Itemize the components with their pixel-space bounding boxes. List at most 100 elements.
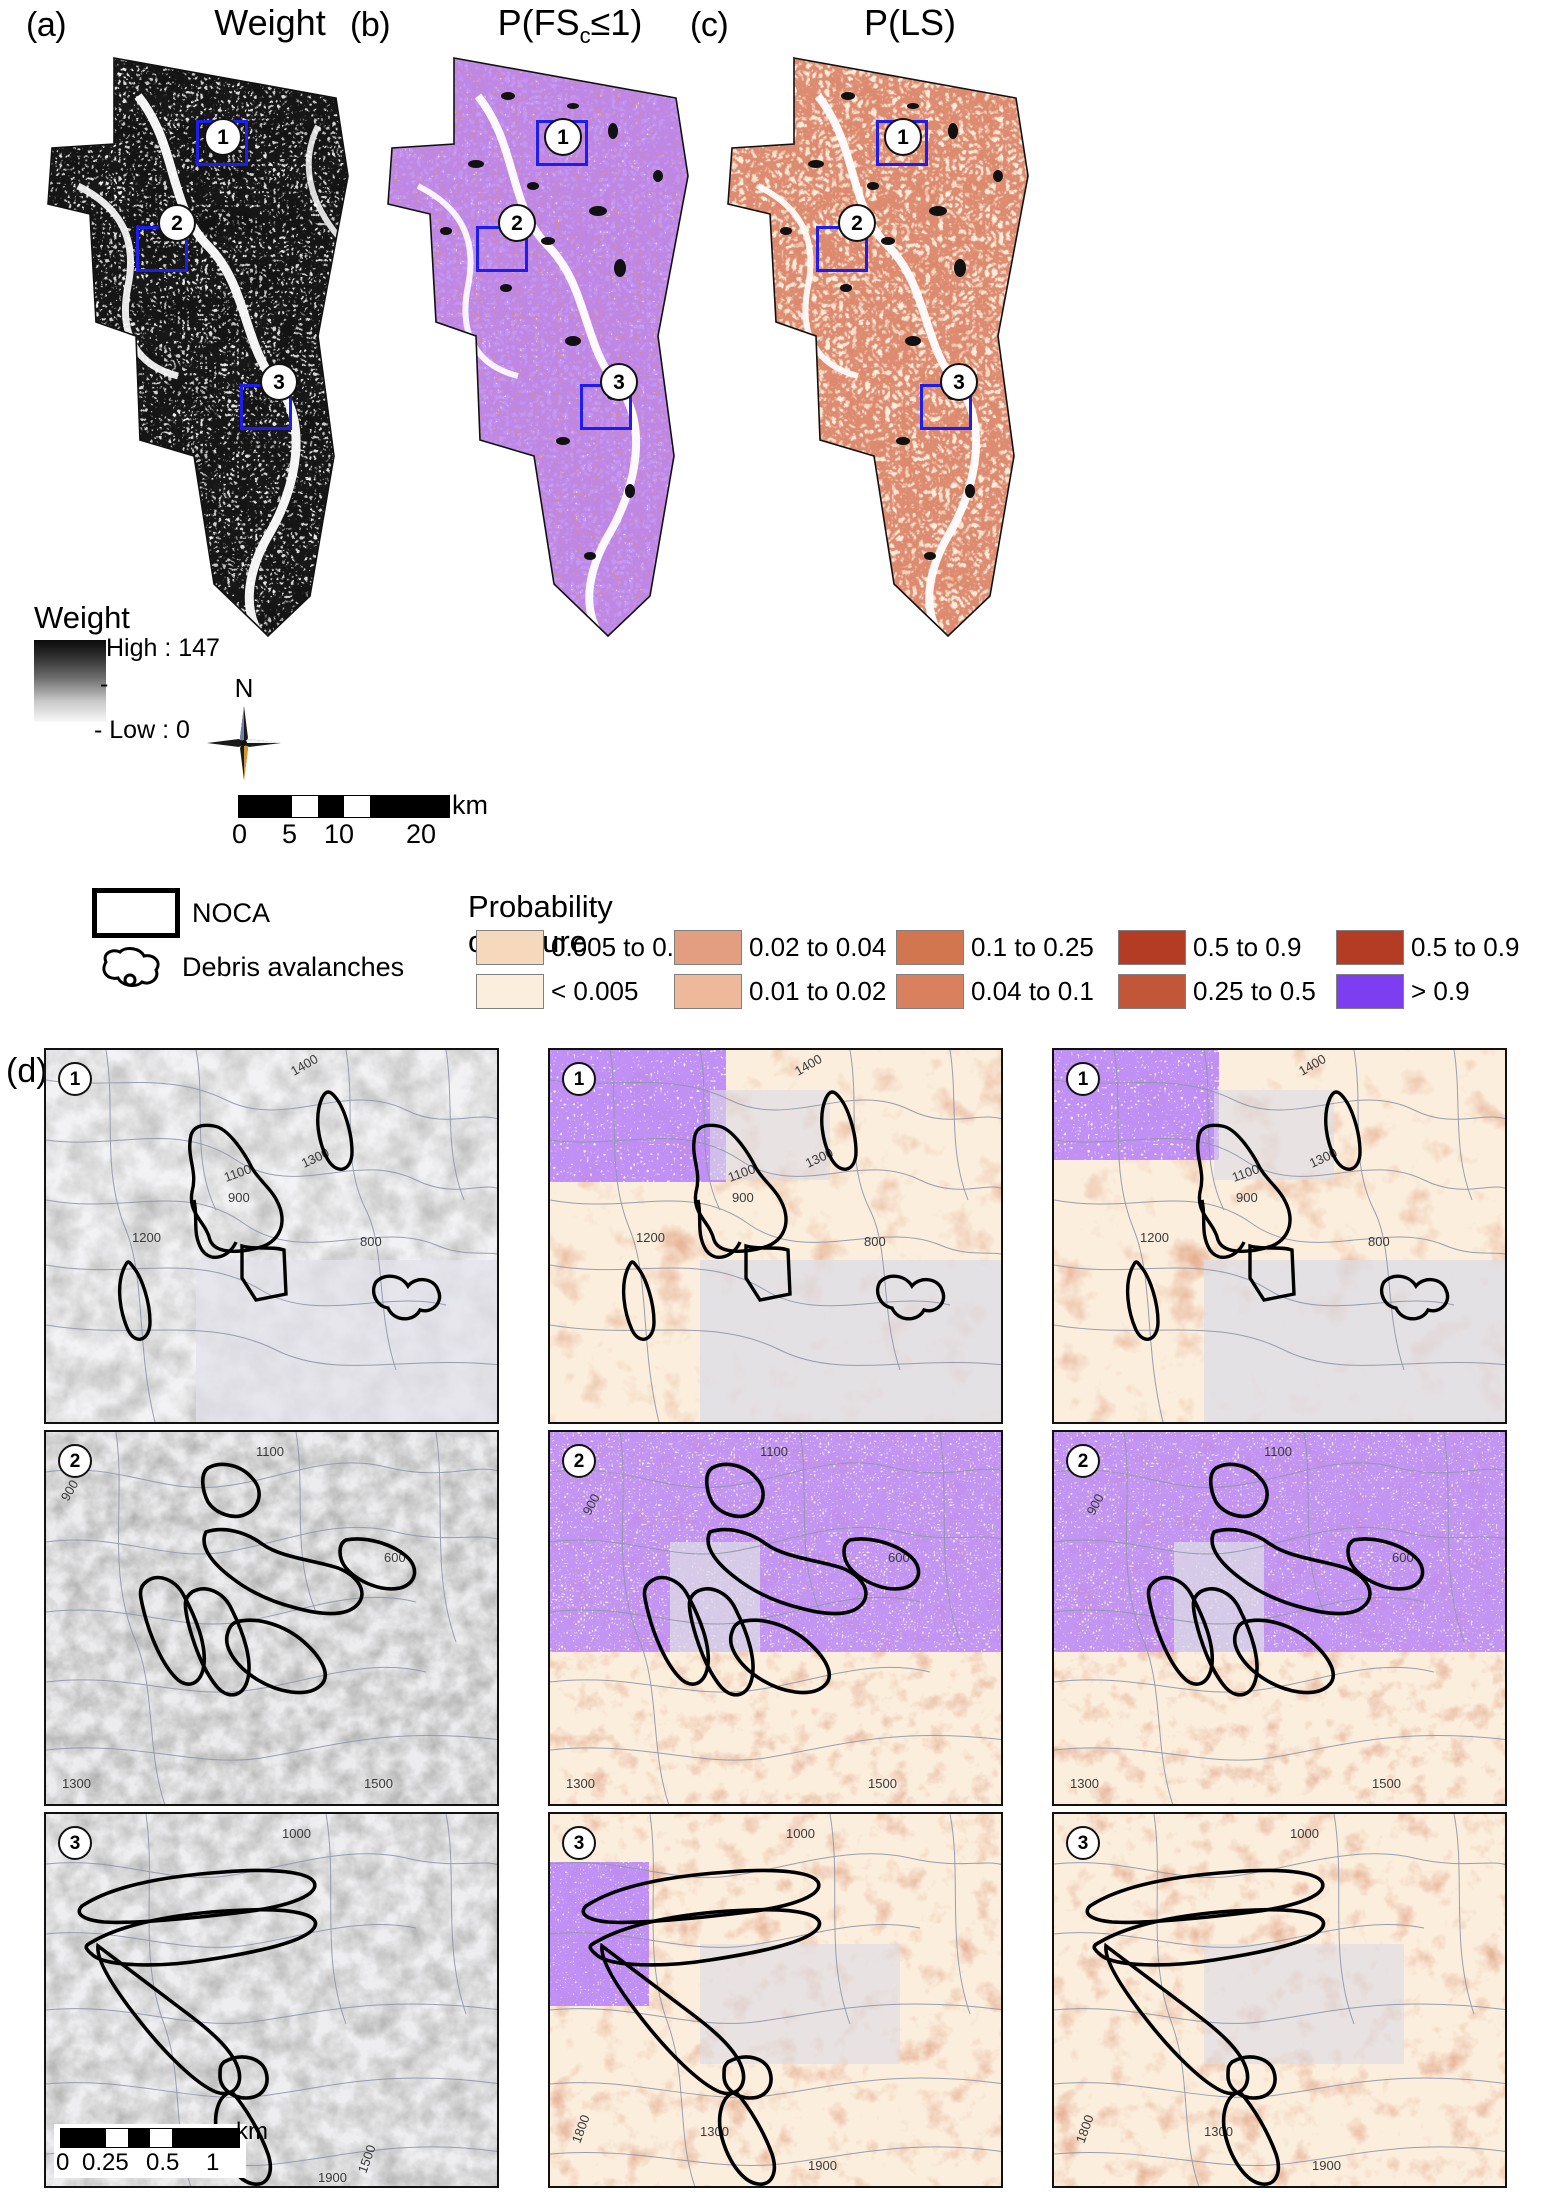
panel-title-pls: P(LS) — [863, 2, 957, 43]
contour-label-1100-f2: 1100 — [1264, 1444, 1292, 1459]
compass-icon — [207, 706, 281, 780]
detail-marker-1-e: 1 — [562, 1062, 596, 1096]
probability-title-line1: Probability — [468, 889, 613, 924]
contour-label-1300-f3: 1300 — [1204, 2124, 1233, 2139]
scalebar-top-unit: km — [452, 790, 488, 820]
legend-swatch-01-025 — [896, 930, 964, 965]
weight-low-label: - Low : 0 — [94, 716, 190, 744]
detail-marker-1-d: 1 — [58, 1062, 92, 1096]
detail-cell-f3: 1000 1800 1300 1900 3 — [1052, 1812, 1507, 2188]
scalebar-top: km 0 5 10 20 — [232, 790, 488, 849]
legend-item-05-09: 0.25 to 0.5 — [1118, 974, 1316, 1009]
detail-cell-d1: 1400 1300 1200 1100 900 800 1 — [44, 1048, 499, 1424]
detail-cell-e1: 1400 1300 1200 1100 900 800 1 — [548, 1048, 1003, 1424]
contour-label-1500-e2: 1500 — [868, 1776, 897, 1791]
weight-legend-title: Weight — [34, 600, 130, 635]
weight-mid-tick: - — [100, 670, 109, 698]
legend-text-002-004: 0.02 to 0.04 — [749, 932, 887, 962]
compass-rose: N — [205, 675, 283, 789]
detail-e1-svg: 1400 1300 1200 1100 900 800 — [550, 1050, 1001, 1422]
noca-boundary-b — [387, 57, 689, 638]
pfsc-main: P(FS — [497, 2, 580, 43]
panel-letter-c: (c) — [690, 6, 729, 44]
legend-text-lt0005: < 0.005 — [551, 976, 639, 1006]
contour-label-1900-e3: 1900 — [808, 2158, 837, 2173]
detail-column-f: 1400 1300 1200 1100 900 800 1 — [1052, 1048, 1507, 2194]
inset-marker-3-panel-c: 3 — [940, 363, 978, 401]
inset-marker-3-panel-b: 3 — [600, 363, 638, 401]
detail-f3-svg: 1000 1800 1300 1900 — [1054, 1814, 1505, 2186]
legend-item-0005-001: 0.005 to 0.01 — [476, 930, 703, 965]
scalebar-top-tick-3: 20 — [406, 819, 437, 849]
legend-item-01-025: 0.1 to 0.25 — [896, 930, 1094, 965]
contour-label-1100-d2: 1100 — [256, 1444, 284, 1459]
contour-label-1200-e1: 1200 — [636, 1230, 665, 1245]
weight-color-ramp — [34, 640, 106, 722]
panel-title-pfsc: P(FSc≤1) — [420, 2, 720, 49]
contour-label-1000-e3: 1000 — [786, 1826, 815, 1841]
scalebar-bottom-tick-0: 0 — [56, 2149, 70, 2176]
contour-label-1200-d1: 1200 — [132, 1230, 161, 1245]
detail-marker-3-e: 3 — [562, 1826, 596, 1860]
detail-cell-e3: 1000 1800 1300 1900 3 — [548, 1812, 1003, 2188]
map-a-svg — [47, 57, 349, 638]
detail-column-d: 1400 1300 1200 1100 900 800 1 — [44, 1048, 499, 2194]
contour-label-1500-d2: 1500 — [364, 1776, 393, 1791]
noca-label: NOCA — [192, 897, 271, 928]
detail-d2-svg: 1100 900 600 1300 1500 — [46, 1432, 497, 1804]
compass-north-label: N — [234, 673, 254, 703]
legend-text-05-09-b: 0.5 to 0.9 — [1411, 932, 1520, 962]
detail-e3-svg: 1000 1800 1300 1900 — [550, 1814, 1001, 2186]
detail-panel-grid: (d) (e) (f) — [0, 1048, 1544, 2206]
inset-marker-3-panel-a: 3 — [260, 363, 298, 401]
noca-boundary-a — [47, 57, 349, 638]
detail-marker-2-d: 2 — [58, 1444, 92, 1478]
contour-label-1300-f2: 1300 — [1070, 1776, 1099, 1791]
detail-marker-2-e: 2 — [562, 1444, 596, 1478]
legend-swatch-004-01 — [896, 974, 964, 1009]
pfsc-tail: ≤1) — [590, 2, 643, 43]
noca-boundary-c — [727, 57, 1029, 638]
legend-item-004-01: 0.04 to 0.1 — [896, 974, 1094, 1009]
contour-label-900-d1: 900 — [228, 1190, 250, 1205]
scalebar-bottom-tick-3: 1 — [206, 2149, 220, 2176]
panel-letter-b: (b) — [350, 6, 391, 44]
scalebar-top-ticks: 0 5 10 20 — [232, 819, 450, 849]
noca-swatch — [92, 888, 180, 938]
panel-letter-d: (d) — [6, 1052, 48, 1090]
contour-label-1300-d2: 1300 — [62, 1776, 91, 1791]
inset-marker-2-panel-a: 2 — [158, 204, 196, 242]
contour-label-900-f1: 900 — [1236, 1190, 1258, 1205]
detail-f1-svg: 1400 1300 1200 1100 900 800 — [1054, 1050, 1505, 1422]
legend-swatch-05-09-b — [1336, 930, 1404, 965]
weight-high-label: High : 147 — [106, 634, 220, 662]
detail-e2-svg: 1100 900 600 1300 1500 — [550, 1432, 1001, 1804]
detail-marker-3-f: 3 — [1066, 1826, 1100, 1860]
contour-label-1000-d3: 1000 — [282, 1826, 311, 1841]
legend-text-004-01: 0.04 to 0.1 — [971, 976, 1094, 1006]
contour-label-1900-f3: 1900 — [1312, 2158, 1341, 2173]
legend-swatch-001-002 — [674, 974, 742, 1009]
detail-cell-d3: 1000 1500 200 1900 3 — [44, 1812, 499, 2188]
legend-swatch-025-05 — [1118, 974, 1186, 1009]
scalebar-bottom-bar — [60, 2128, 240, 2148]
legend-item-001-002: 0.01 to 0.02 — [674, 974, 886, 1009]
map-c-svg — [727, 57, 1029, 638]
detail-d1-svg: 1400 1300 1200 1100 900 800 — [46, 1050, 497, 1422]
pfsc-sub: c — [579, 23, 591, 49]
inset-marker-1-panel-b: 1 — [544, 118, 582, 156]
detail-marker-1-f: 1 — [1066, 1062, 1100, 1096]
legend-text-025-05: 0.25 to 0.5 — [1193, 976, 1316, 1006]
contour-label-1100-e2: 1100 — [760, 1444, 788, 1459]
contour-label-800-f1: 800 — [1368, 1234, 1390, 1249]
scalebar-top-tick-0: 0 — [232, 819, 248, 849]
scalebar-top-tick-1: 5 — [282, 819, 298, 849]
detail-cell-f2: 1100 900 600 1300 1500 2 — [1052, 1430, 1507, 1806]
legend-debris-row: Debris avalanches — [92, 944, 404, 990]
map-panel-b-pfsc: 1 2 3 — [358, 36, 838, 656]
legend-swatch-002-004 — [674, 930, 742, 965]
inset-marker-2-panel-b: 2 — [498, 204, 536, 242]
scalebar-top-bar — [238, 795, 450, 818]
detail-f2-svg: 1100 900 600 1300 1500 — [1054, 1432, 1505, 1804]
contour-label-800-d1: 800 — [360, 1234, 382, 1249]
